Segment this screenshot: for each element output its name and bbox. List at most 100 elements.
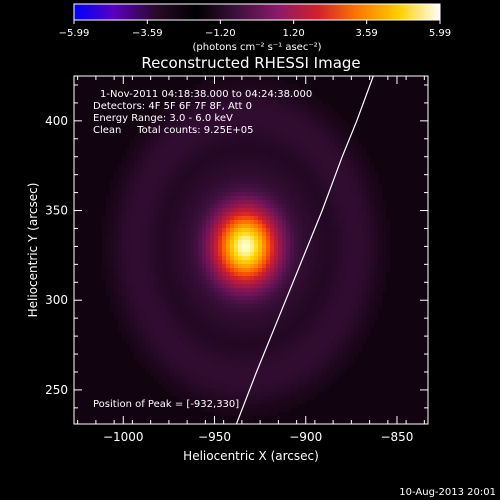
heatmap-cell bbox=[218, 412, 222, 416]
heatmap-cell bbox=[166, 224, 170, 228]
heatmap-cell bbox=[218, 276, 222, 280]
heatmap-cell bbox=[106, 272, 110, 276]
heatmap-cell bbox=[282, 200, 286, 204]
heatmap-cell bbox=[326, 248, 330, 252]
heatmap-cell bbox=[158, 144, 162, 148]
heatmap-cell bbox=[334, 284, 338, 288]
heatmap-cell bbox=[242, 176, 246, 180]
heatmap-cell bbox=[246, 360, 250, 364]
heatmap-cell bbox=[294, 240, 298, 244]
heatmap-cell bbox=[194, 268, 198, 272]
heatmap-cell bbox=[374, 212, 378, 216]
heatmap-cell bbox=[382, 244, 386, 248]
heatmap-cell bbox=[318, 280, 322, 284]
heatmap-cell bbox=[338, 228, 342, 232]
heatmap-cell bbox=[382, 272, 386, 276]
heatmap-cell bbox=[190, 108, 194, 112]
heatmap-cell bbox=[162, 324, 166, 328]
heatmap-cell bbox=[230, 392, 234, 396]
heatmap-cell bbox=[286, 248, 290, 252]
heatmap-cell bbox=[278, 260, 282, 264]
heatmap-cell bbox=[298, 368, 302, 372]
heatmap-cell bbox=[170, 244, 174, 248]
heatmap-cell bbox=[182, 356, 186, 360]
heatmap-cell bbox=[290, 356, 294, 360]
heatmap-cell bbox=[142, 260, 146, 264]
heatmap-cell bbox=[330, 136, 334, 140]
heatmap-cell bbox=[358, 252, 362, 256]
heatmap-cell bbox=[290, 124, 294, 128]
heatmap-cell bbox=[126, 264, 130, 268]
heatmap-cell bbox=[254, 356, 258, 360]
heatmap-cell bbox=[158, 252, 162, 256]
heatmap-cell bbox=[378, 264, 382, 268]
heatmap-cell bbox=[238, 380, 242, 384]
heatmap-cell bbox=[262, 304, 266, 308]
heatmap-cell bbox=[270, 400, 274, 404]
heatmap-cell bbox=[118, 224, 122, 228]
heatmap-cell bbox=[322, 384, 326, 388]
heatmap-cell bbox=[210, 328, 214, 332]
heatmap-cell bbox=[246, 248, 250, 252]
heatmap-cell bbox=[170, 280, 174, 284]
heatmap-cell bbox=[310, 372, 314, 376]
heatmap-cell bbox=[318, 100, 322, 104]
heatmap-cell bbox=[226, 184, 230, 188]
heatmap-cell bbox=[198, 108, 202, 112]
heatmap-cell bbox=[298, 380, 302, 384]
heatmap-cell bbox=[122, 240, 126, 244]
heatmap-cell bbox=[218, 176, 222, 180]
heatmap-cell bbox=[378, 300, 382, 304]
heatmap-cell bbox=[254, 100, 258, 104]
heatmap-cell bbox=[286, 208, 290, 212]
heatmap-cell bbox=[230, 228, 234, 232]
heatmap-cell bbox=[234, 328, 238, 332]
heatmap-cell bbox=[150, 160, 154, 164]
heatmap-cell bbox=[130, 184, 134, 188]
heatmap-cell bbox=[218, 288, 222, 292]
heatmap-cell bbox=[334, 144, 338, 148]
heatmap-cell bbox=[122, 292, 126, 296]
heatmap-cell bbox=[322, 264, 326, 268]
heatmap-cell bbox=[306, 148, 310, 152]
heatmap-cell bbox=[150, 172, 154, 176]
heatmap-cell bbox=[198, 384, 202, 388]
heatmap-cell bbox=[294, 304, 298, 308]
heatmap-cell bbox=[198, 256, 202, 260]
heatmap-cell bbox=[106, 276, 110, 280]
heatmap-cell bbox=[206, 104, 210, 108]
heatmap-cell bbox=[302, 312, 306, 316]
heatmap-cell bbox=[334, 316, 338, 320]
heatmap-cell bbox=[346, 224, 350, 228]
heatmap-cell bbox=[278, 208, 282, 212]
heatmap-cell bbox=[130, 264, 134, 268]
heatmap-cell bbox=[326, 208, 330, 212]
heatmap-cell bbox=[158, 292, 162, 296]
heatmap-cell bbox=[222, 204, 226, 208]
heatmap-cell bbox=[322, 364, 326, 368]
heatmap-cell bbox=[282, 124, 286, 128]
heatmap-cell bbox=[370, 276, 374, 280]
heatmap-cell bbox=[362, 316, 366, 320]
heatmap-cell bbox=[166, 200, 170, 204]
heatmap-cell bbox=[230, 396, 234, 400]
heatmap-cell bbox=[358, 288, 362, 292]
heatmap-cell bbox=[114, 224, 118, 228]
heatmap-cell bbox=[126, 328, 130, 332]
heatmap-cell bbox=[190, 252, 194, 256]
heatmap-cell bbox=[270, 204, 274, 208]
heatmap-cell bbox=[298, 228, 302, 232]
heatmap-cell bbox=[134, 200, 138, 204]
heatmap-cell bbox=[378, 272, 382, 276]
heatmap-cell bbox=[382, 216, 386, 220]
heatmap-cell bbox=[166, 348, 170, 352]
heatmap-cell bbox=[186, 300, 190, 304]
heatmap-cell bbox=[158, 176, 162, 180]
heatmap-cell bbox=[274, 188, 278, 192]
heatmap-cell bbox=[190, 232, 194, 236]
heatmap-cell bbox=[226, 400, 230, 404]
heatmap-cell bbox=[138, 332, 142, 336]
heatmap-cell bbox=[154, 184, 158, 188]
heatmap-cell bbox=[218, 232, 222, 236]
heatmap-cell bbox=[142, 264, 146, 268]
